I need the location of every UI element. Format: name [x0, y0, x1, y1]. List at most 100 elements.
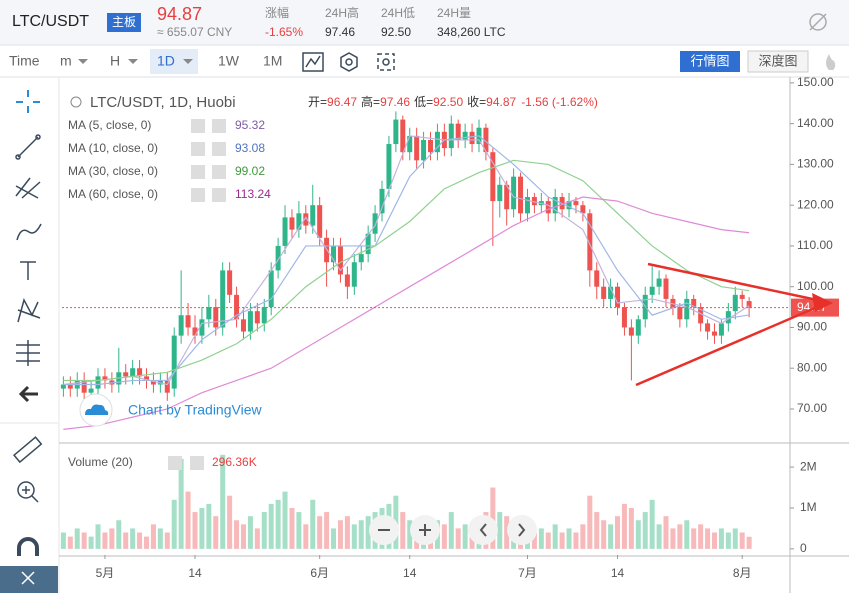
ruler-tool[interactable] — [13, 436, 43, 464]
candle-body — [393, 119, 399, 145]
interval[interactable]: Time — [9, 53, 40, 69]
candle-body — [60, 384, 66, 389]
close-box[interactable] — [212, 188, 226, 202]
volume-bar — [289, 507, 295, 549]
depth-button[interactable]: 深度图 — [758, 53, 797, 68]
volume-bar — [268, 503, 274, 549]
candle-body — [303, 213, 309, 226]
trendline-tool[interactable] — [15, 134, 41, 160]
candle-body — [545, 201, 551, 214]
candle-body — [358, 254, 364, 263]
candle-body — [123, 372, 129, 377]
annotation-arrow — [812, 293, 833, 312]
close-icon[interactable] — [21, 571, 35, 585]
candle-body — [504, 184, 510, 210]
close-box[interactable] — [212, 119, 226, 133]
settings-box[interactable] — [191, 188, 205, 202]
chart-button[interactable]: 行情图 — [690, 53, 729, 68]
legend-value: 95.32 — [235, 118, 265, 132]
candle-body — [601, 286, 607, 299]
button-bg[interactable] — [747, 50, 809, 73]
volume-bar — [88, 536, 94, 549]
settings-box[interactable] — [191, 119, 205, 133]
candle-body — [552, 197, 558, 214]
candle-body — [81, 380, 87, 393]
chart-type-icon[interactable] — [302, 52, 324, 72]
visibility-icon[interactable] — [70, 96, 82, 108]
volume-bar — [254, 528, 260, 549]
volume-bar — [130, 528, 136, 549]
scroll-left[interactable] — [468, 515, 498, 545]
fib-tool[interactable] — [15, 177, 41, 199]
button-bg[interactable] — [680, 51, 740, 72]
candle-body — [213, 307, 219, 328]
interval[interactable]: 1W — [218, 53, 240, 69]
candle-body — [130, 368, 136, 377]
zoom-tool[interactable] — [17, 481, 39, 503]
settings-icon[interactable] — [340, 52, 358, 72]
candle-body — [275, 245, 281, 271]
volume-bar — [60, 532, 66, 549]
close-box[interactable] — [212, 142, 226, 156]
y-tick-label: 150.00 — [797, 75, 834, 89]
interval[interactable]: H — [110, 53, 120, 69]
volume-bar — [691, 528, 697, 549]
close-box[interactable] — [190, 456, 204, 470]
close-box[interactable] — [212, 165, 226, 179]
volume-bar — [746, 536, 752, 549]
crosshair-tool[interactable] — [16, 90, 40, 113]
scroll-right[interactable] — [507, 515, 537, 545]
candle-body — [711, 331, 717, 336]
screenshot-icon[interactable] — [377, 53, 395, 71]
candle-body — [469, 131, 475, 145]
badge-bg — [107, 13, 141, 32]
y-tick-label: 110.00 — [797, 238, 833, 252]
hide-tools[interactable] — [18, 385, 38, 403]
y-tick-label: 130.00 — [797, 157, 834, 171]
ohlc-value: 96.47 — [327, 95, 357, 109]
candle-body — [206, 307, 212, 320]
brush-tool[interactable] — [16, 223, 42, 241]
interval[interactable]: 1D — [157, 53, 175, 69]
candle-body — [725, 311, 731, 324]
volume-tick-label: 1M — [800, 500, 817, 514]
hide-icon[interactable] — [809, 13, 827, 31]
settings-box[interactable] — [191, 165, 205, 179]
candle-body — [615, 286, 621, 308]
candle-body — [199, 319, 205, 336]
chart-title: LTC/USDT, 1D, Huobi — [90, 94, 236, 111]
candle-body — [365, 233, 371, 255]
settings-box[interactable] — [191, 142, 205, 156]
stat-value: 97.46 — [325, 25, 355, 39]
measure-tool[interactable] — [16, 340, 40, 366]
magnet-tool[interactable] — [17, 537, 39, 556]
volume-bar — [81, 532, 87, 549]
volume-bar — [144, 536, 150, 549]
candle-body — [490, 152, 496, 202]
candle-body — [455, 123, 461, 140]
candle-body — [240, 319, 246, 332]
dropdown-caret — [183, 59, 193, 64]
candle-body — [518, 176, 524, 214]
text-tool[interactable] — [20, 261, 36, 280]
theme-icon[interactable] — [826, 54, 836, 70]
stat-label: 涨幅 — [265, 5, 289, 20]
volume-bar — [240, 524, 246, 549]
candle-body — [594, 270, 600, 287]
volume-bar — [331, 528, 337, 549]
interval[interactable]: 1M — [263, 53, 282, 69]
ohlc-label: 高= — [361, 94, 380, 109]
candle-body — [573, 201, 579, 206]
ohlc-value: 97.46 — [380, 95, 410, 109]
candle-body — [317, 205, 323, 238]
volume-bar — [317, 516, 323, 549]
candle-body — [344, 274, 350, 287]
candle-body — [448, 123, 454, 149]
settings-box[interactable] — [168, 456, 182, 470]
pattern-tool[interactable] — [17, 297, 41, 323]
volume-bar — [171, 499, 177, 549]
volume-bar — [337, 520, 343, 549]
candle-body — [656, 278, 662, 287]
interval[interactable]: m — [60, 53, 72, 69]
